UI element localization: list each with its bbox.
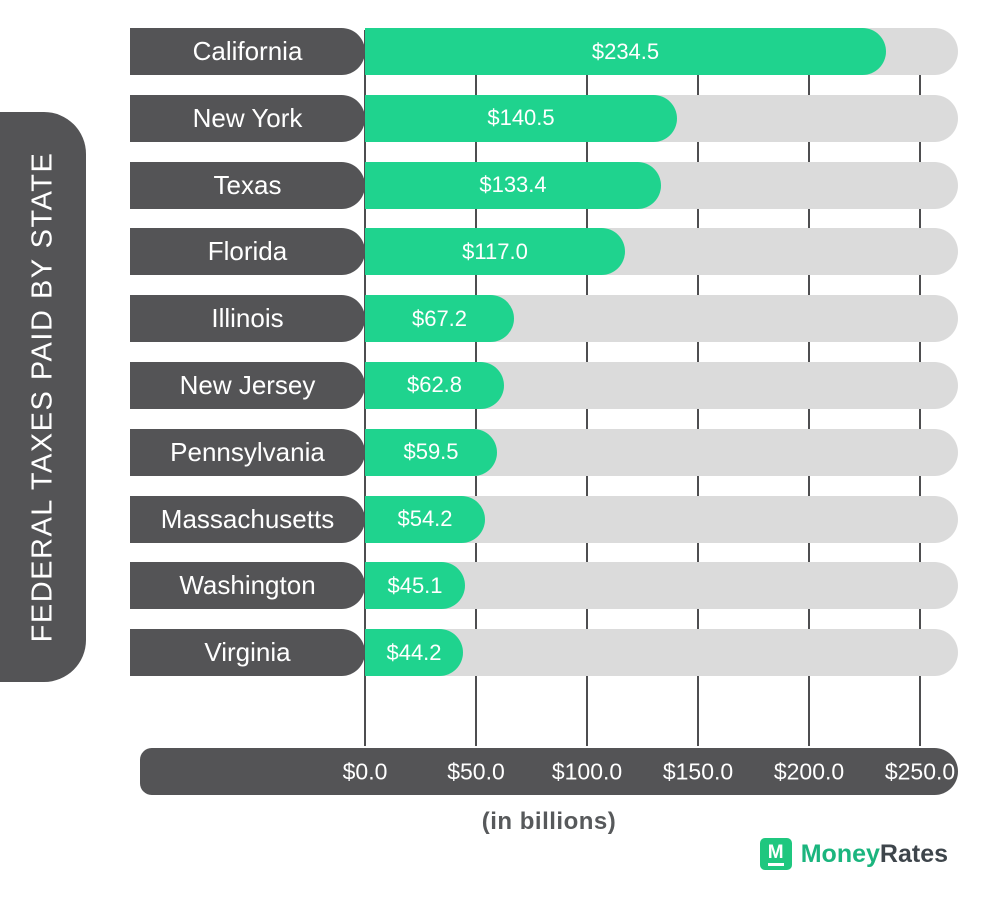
bar-fill: $140.5 [365,94,677,142]
bar-track: $140.5 [365,94,958,142]
brand-money-text: Money [800,839,880,868]
bar-row: Virginia $44.2 [130,629,958,677]
bar-row: Illinois $67.2 [130,295,958,343]
bar-track: $59.5 [365,428,958,476]
bar-category-label: Washington [130,562,365,610]
bar-track: $44.2 [365,629,958,677]
bar-row: New York $140.5 [130,94,958,142]
bar-fill: $45.1 [365,562,465,610]
x-tick-label: $250.0 [884,758,956,784]
bar-value-label: $133.4 [479,172,547,198]
x-axis-caption: (in billions) [481,808,617,835]
bar-row: Massachusetts $54.2 [130,495,958,543]
bar-row: Florida $117.0 [130,228,958,276]
moneyrates-m-icon: M [759,838,792,870]
bar-row: Texas $133.4 [130,161,958,209]
x-tick-label: $50.0 [447,758,505,784]
moneyrates-wordmark: MoneyRates [801,840,948,869]
bar-track: $67.2 [365,295,958,343]
bar-value-label: $45.1 [387,572,443,598]
bar-row: New Jersey $62.8 [130,361,958,409]
bar-track: $45.1 [365,562,958,610]
chart-title: FEDERAL TAXES PAID BY STATE [26,151,59,643]
bar-value-label: $62.8 [406,372,463,398]
bar-track: $133.4 [365,161,958,209]
bar-track: $234.5 [365,28,958,75]
bar-category-label: Virginia [130,629,365,677]
brand-rates-text: Rates [879,839,948,868]
chart-title-pill: FEDERAL TAXES PAID BY STATE [0,112,86,682]
bar-fill: $44.2 [365,629,463,677]
bar-track: $62.8 [365,361,958,409]
bar-fill: $62.8 [365,361,504,409]
bar-track: $117.0 [365,228,958,276]
bar-value-label: $234.5 [591,38,660,64]
bar-category-label: Illinois [130,295,365,343]
bar-rows: California $234.5 New York $140.5 Texas … [130,28,958,677]
x-tick-label: $100.0 [551,758,623,784]
bar-value-label: $44.2 [386,639,442,665]
bar-fill: $133.4 [365,161,661,209]
bar-fill: $117.0 [365,228,625,276]
bar-fill: $54.2 [365,495,485,543]
m-letter: M [767,843,784,866]
bar-value-label: $140.5 [487,105,555,131]
bar-track: $54.2 [365,495,958,543]
bar-row: Washington $45.1 [130,562,958,610]
bar-row: California $234.5 [130,28,958,75]
bar-category-label: Florida [130,228,365,276]
bar-category-label: Pennsylvania [130,428,365,476]
bar-category-label: Texas [130,161,365,209]
bar-fill: $234.5 [365,28,886,75]
x-tick-label: $150.0 [662,758,734,784]
moneyrates-logo: M MoneyRates [759,838,948,870]
bar-category-label: New York [130,94,365,142]
bar-row: Pennsylvania $59.5 [130,428,958,476]
bar-category-label: New Jersey [130,361,365,409]
bar-value-label: $54.2 [397,506,453,532]
bar-fill: $59.5 [365,428,497,476]
bar-value-label: $117.0 [462,238,528,264]
x-axis-bar: $0.0 $50.0 $100.0 $150.0 $200.0 $250.0 [140,748,958,795]
bar-category-label: California [130,28,365,75]
bar-category-label: Massachusetts [130,495,365,543]
bar-value-label: $67.2 [411,305,468,331]
bar-fill: $67.2 [365,295,514,343]
bar-value-label: $59.5 [403,439,459,465]
x-tick-label: $200.0 [773,758,845,784]
x-tick-label: $0.0 [342,758,388,784]
